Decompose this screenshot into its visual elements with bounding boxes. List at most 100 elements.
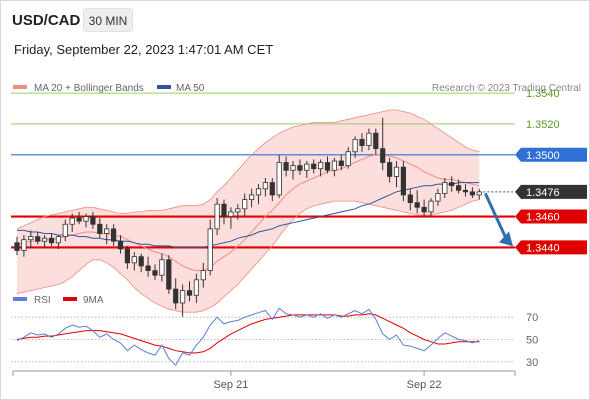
bollinger-lower-line	[16, 199, 480, 313]
candle-up	[317, 162, 324, 170]
bollinger-band-area	[17, 110, 480, 313]
candle-down	[76, 217, 82, 222]
candle-down	[359, 138, 365, 146]
credit-text: Research © 2023 Trading Central	[432, 83, 581, 94]
candle-down	[14, 242, 20, 251]
candle-down	[380, 148, 386, 163]
candle-down	[338, 160, 344, 167]
candle-down	[269, 182, 275, 196]
legend-swatch-ma50	[157, 85, 171, 89]
candle-up	[476, 191, 482, 196]
candle-up	[69, 217, 75, 225]
candle-down	[324, 162, 331, 171]
timestamp: Friday, September 22, 2023 1:47:01 AM CE…	[14, 42, 274, 57]
candle-up	[42, 237, 48, 242]
candle-down	[152, 270, 158, 276]
candle-up	[428, 200, 434, 213]
price-label-1-3440: 1.3440	[526, 242, 560, 254]
candle-up	[366, 132, 372, 146]
x-tick-label: Sep 22	[407, 379, 442, 391]
candle-up	[214, 203, 220, 230]
candle-up	[228, 211, 234, 217]
candle-down	[283, 162, 289, 171]
symbol-title: USD/CAD	[12, 12, 81, 29]
rsi-tick-50: 50	[526, 335, 538, 347]
candle-up	[21, 239, 27, 251]
price-label-1-3440-tag	[515, 240, 587, 255]
candle-up	[200, 270, 206, 281]
candle-down	[173, 288, 179, 304]
candle-up	[435, 192, 441, 202]
candle-down	[414, 202, 420, 208]
candle-down	[186, 290, 193, 296]
price-label-1-3500: 1.3500	[526, 150, 560, 162]
candle-down	[166, 259, 172, 290]
candle-up	[290, 165, 296, 171]
rsi-tick-30: 30	[526, 357, 538, 369]
timeframe-badge[interactable]: 30 MIN	[83, 8, 133, 32]
candle-up	[131, 256, 137, 264]
candle-down	[455, 185, 462, 191]
candle-down	[386, 162, 393, 177]
candle-down	[407, 194, 413, 204]
legend-swatch-bollinger	[13, 85, 27, 89]
candle-up	[352, 138, 358, 153]
legend-label-ma50: MA 50	[176, 83, 205, 94]
candle-up	[345, 151, 351, 167]
candle-down	[124, 248, 130, 264]
candle-down	[421, 206, 427, 213]
price-label-1-3500-tag	[515, 147, 587, 162]
candle-down	[311, 163, 317, 170]
candle-up	[276, 162, 282, 196]
forecast-arrow-head	[499, 231, 513, 247]
candle-up	[242, 199, 248, 210]
candle-down	[373, 132, 379, 150]
candle-down	[145, 265, 151, 271]
candle-down	[221, 203, 227, 217]
price-label-1-3476-tag	[515, 184, 587, 199]
bollinger-upper-line	[16, 109, 480, 230]
rsi-line	[16, 307, 480, 367]
candle-up	[235, 208, 241, 213]
candle-up	[304, 163, 310, 171]
price-label-1-3540: 1.3540	[526, 88, 560, 100]
candle-up	[104, 228, 110, 234]
candle-up	[442, 182, 448, 194]
legend-label-bollinger: MA 20 + Bollinger Bands	[34, 83, 144, 94]
candle-up	[248, 194, 255, 200]
candle-down	[400, 166, 407, 196]
candle-down	[297, 165, 303, 171]
x-tick-label: Sep 21	[213, 379, 248, 391]
price-label-1-3460: 1.3460	[526, 212, 560, 224]
candle-down	[138, 256, 144, 267]
legend-label-9ma: 9MA	[83, 295, 104, 306]
price-label-1-3460-tag	[515, 209, 587, 224]
forecast-arrow-shaft	[483, 192, 508, 239]
candle-up	[393, 166, 400, 177]
rsi-9ma-line	[16, 313, 480, 354]
price-label-1-3476: 1.3476	[526, 187, 560, 199]
candle-up	[62, 223, 68, 238]
candle-up	[262, 182, 269, 190]
candle-down	[117, 240, 124, 250]
candle-up	[159, 259, 165, 276]
candle-down	[449, 182, 455, 187]
candle-up	[255, 188, 262, 196]
candle-down	[469, 191, 476, 196]
candle-up	[28, 236, 34, 241]
legend-label-rsi: RSI	[34, 295, 51, 306]
candle-up	[207, 228, 213, 271]
candle-up	[193, 279, 199, 296]
legend-swatch-rsi	[13, 297, 27, 301]
candle-down	[462, 189, 469, 193]
candle-up	[331, 160, 338, 171]
legend-swatch-9ma	[63, 297, 77, 301]
rsi-tick-70: 70	[526, 312, 538, 324]
candle-up	[179, 290, 186, 304]
candle-down	[90, 216, 96, 225]
candle-down	[97, 223, 103, 234]
price-label-1-3520: 1.3520	[526, 119, 560, 131]
candle-down	[48, 237, 55, 244]
